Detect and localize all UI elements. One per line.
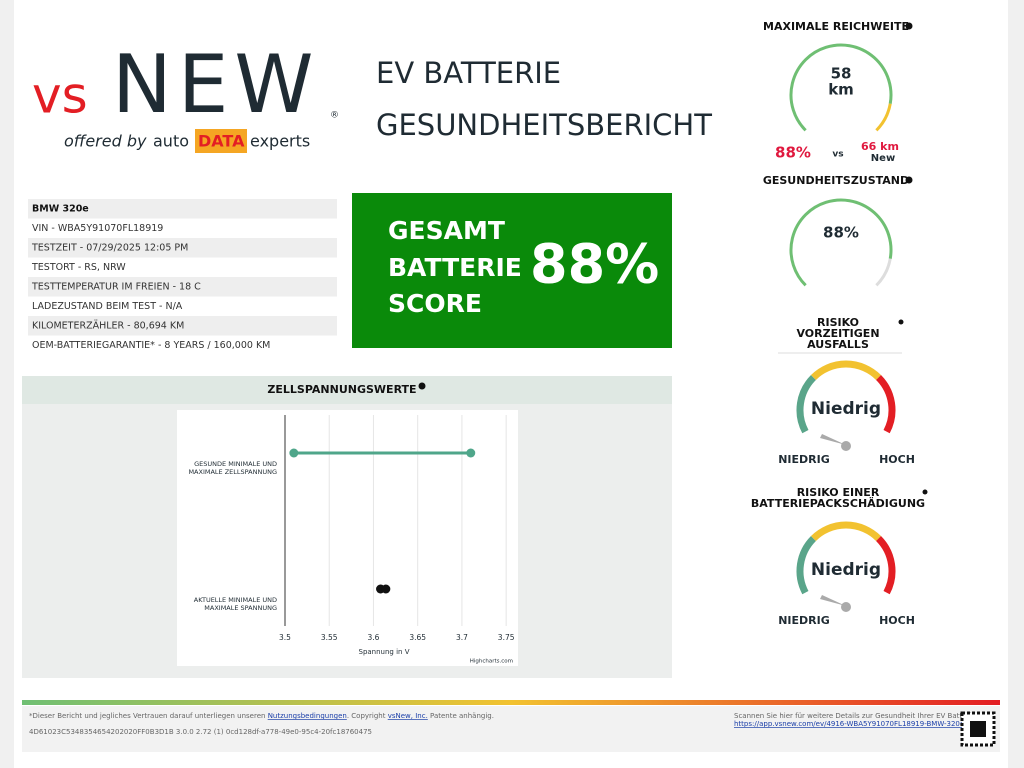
score-label: BATTERIE bbox=[388, 253, 522, 282]
risk-low: NIEDRIG bbox=[778, 453, 830, 466]
risk-arc bbox=[875, 374, 896, 434]
gauge-title: BATTERIEPACKSCHÄDIGUNG bbox=[751, 496, 925, 510]
risk-needle-hub bbox=[841, 602, 851, 612]
score-box bbox=[352, 193, 672, 348]
logo-auto: auto bbox=[153, 132, 189, 151]
plot-area bbox=[177, 410, 518, 666]
report-link[interactable]: https://app.vsnew.com/ev/4916-WBA5Y91070… bbox=[734, 720, 964, 728]
table-row-bg bbox=[28, 316, 337, 336]
risk-value: Niedrig bbox=[811, 560, 881, 580]
logo-data-box bbox=[195, 129, 247, 153]
company-link[interactable]: vsNew, Inc. bbox=[388, 712, 428, 720]
logo-experts: experts bbox=[250, 132, 310, 151]
risk-arc bbox=[796, 535, 817, 595]
footer bbox=[22, 706, 1000, 752]
range-vs: vs bbox=[832, 150, 843, 160]
risk-needle bbox=[820, 595, 846, 606]
category-label: MAXIMALE SPANNUNG bbox=[204, 604, 277, 612]
chart-header bbox=[22, 376, 672, 404]
range-value: 58 bbox=[831, 65, 852, 83]
risk-arc bbox=[875, 535, 896, 595]
x-axis-label: Spannung in V bbox=[359, 648, 410, 656]
risk-value: Niedrig bbox=[811, 399, 881, 419]
x-tick-label: 3.6 bbox=[367, 633, 379, 642]
category-label: MAXIMALE ZELLSPANNUNG bbox=[188, 468, 277, 476]
gauge-arc bbox=[789, 43, 893, 132]
risk-low: NIEDRIG bbox=[778, 614, 830, 627]
report-title: EV BATTERIE bbox=[376, 56, 561, 90]
score-label: GESAMT bbox=[388, 216, 505, 245]
info-row: VIN - WBA5Y91070FL18919 bbox=[32, 223, 163, 234]
margin bbox=[0, 0, 14, 768]
logo-offered: offered by bbox=[64, 132, 147, 151]
footer-bar bbox=[22, 700, 1000, 705]
risk-needle bbox=[820, 434, 846, 445]
gauge-arc bbox=[875, 258, 892, 287]
risk-arc bbox=[811, 521, 881, 542]
gauge-arc bbox=[789, 198, 893, 287]
gauge-arc bbox=[875, 103, 892, 132]
x-tick-label: 3.75 bbox=[498, 633, 515, 642]
info-icon bbox=[898, 319, 904, 325]
risk-arc bbox=[811, 360, 881, 381]
qr-code bbox=[970, 721, 986, 737]
health-value: 88% bbox=[823, 224, 859, 242]
scan-text: Scannen Sie hier für weitere Details zur… bbox=[734, 712, 978, 720]
score-value: 88% bbox=[530, 233, 659, 296]
max-point bbox=[381, 584, 391, 594]
info-row: LADEZUSTAND BEIM TEST - N/A bbox=[32, 301, 183, 312]
gauge-title: RISIKO bbox=[817, 316, 859, 329]
range-percent: 88% bbox=[775, 144, 811, 162]
report-title: GESUNDHEITSBERICHT bbox=[376, 108, 712, 142]
table-row-bg bbox=[28, 277, 337, 297]
gauge-title: MAXIMALE REICHWEITE bbox=[763, 20, 909, 33]
chart-title: ZELLSPANNUNGSWERTE bbox=[267, 383, 416, 396]
table-row-bg bbox=[28, 238, 337, 258]
info-icon bbox=[922, 489, 928, 495]
margin bbox=[1008, 0, 1024, 768]
gauge-title: GESUNDHEITSZUSTAND bbox=[763, 174, 909, 187]
gauge-title: VORZEITIGEN bbox=[796, 327, 879, 340]
category-label: AKTUELLE MINIMALE UND bbox=[194, 596, 277, 604]
risk-high: HOCH bbox=[879, 453, 915, 466]
min-point bbox=[289, 448, 299, 458]
x-tick-label: 3.7 bbox=[456, 633, 468, 642]
info-row: KILOMETERZÄHLER - 80,694 KM bbox=[32, 321, 184, 332]
logo-new: NEW bbox=[112, 38, 320, 131]
info-icon bbox=[905, 176, 913, 184]
logo-reg: ® bbox=[330, 111, 339, 121]
risk-high: HOCH bbox=[879, 614, 915, 627]
category-label: GESUNDE MINIMALE UND bbox=[194, 460, 277, 468]
footer-code: 4D61023C5348354654202020FF0B3D1B 3.0.0 2… bbox=[29, 728, 372, 736]
info-row: TESTZEIT - 07/29/2025 12:05 PM bbox=[31, 243, 188, 254]
terms-link[interactable]: Nutzungsbedingungen bbox=[268, 712, 347, 720]
info-row: OEM-BATTERIEGARANTIE* - 8 YEARS / 160,00… bbox=[32, 340, 270, 351]
logo-vs: vs bbox=[32, 67, 88, 125]
info-icon bbox=[418, 382, 426, 390]
score-label: SCORE bbox=[388, 289, 482, 318]
max-point bbox=[466, 448, 476, 458]
chart-credit: Highcharts.com bbox=[470, 659, 513, 665]
info-row: TESTTEMPERATUR IM FREIEN - 18 C bbox=[31, 282, 201, 293]
risk-needle-hub bbox=[841, 441, 851, 451]
footer-text: *Dieser Bericht und jegliches Vertrauen … bbox=[29, 712, 494, 720]
table-row-bg bbox=[28, 199, 337, 219]
range-unit: km bbox=[828, 81, 854, 99]
range-new-label: New bbox=[871, 153, 895, 164]
info-row: TESTORT - RS, NRW bbox=[31, 262, 126, 273]
x-tick-label: 3.65 bbox=[409, 633, 426, 642]
info-row: BMW 320e bbox=[32, 204, 89, 215]
logo-data: DATA bbox=[198, 132, 245, 151]
x-tick-label: 3.55 bbox=[321, 633, 338, 642]
info-icon bbox=[905, 22, 913, 30]
gauge-title: RISIKO EINER bbox=[797, 486, 880, 499]
range-new-value: 66 km bbox=[861, 140, 899, 153]
x-tick-label: 3.5 bbox=[279, 633, 291, 642]
risk-arc bbox=[796, 374, 817, 434]
gauge-title: AUSFALLS bbox=[807, 338, 869, 351]
